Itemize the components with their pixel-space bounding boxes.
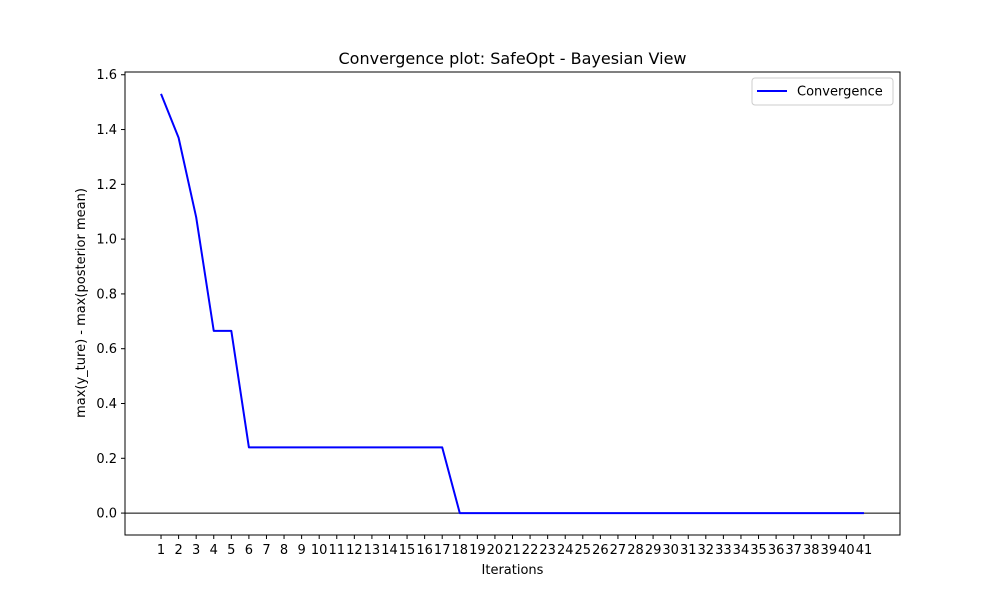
x-tick-label: 23 xyxy=(539,543,556,558)
x-tick-label: 12 xyxy=(346,543,363,558)
x-tick-label: 40 xyxy=(838,543,855,558)
x-tick-label: 36 xyxy=(768,543,785,558)
y-tick-label: 1.2 xyxy=(96,178,117,193)
x-tick-label: 34 xyxy=(733,543,750,558)
x-tick-label: 19 xyxy=(469,543,486,558)
x-tick-label: 15 xyxy=(399,543,416,558)
x-tick-label: 11 xyxy=(328,543,345,558)
x-tick-label: 4 xyxy=(210,543,218,558)
y-tick-label: 0.8 xyxy=(96,287,117,302)
axes-frame xyxy=(124,71,901,536)
x-tick-label: 38 xyxy=(803,543,820,558)
legend-label-convergence: Convergence xyxy=(797,85,883,100)
x-tick-label: 1 xyxy=(157,543,165,558)
y-tick-label: 0.6 xyxy=(96,342,117,357)
x-tick-label: 41 xyxy=(856,543,873,558)
x-axis-label: Iterations xyxy=(482,563,544,578)
x-tick-label: 33 xyxy=(715,543,732,558)
y-tick-label: 1.4 xyxy=(96,123,117,138)
series-line-convergence xyxy=(160,93,864,515)
x-tick-label: 2 xyxy=(174,543,182,558)
x-tick-label: 29 xyxy=(645,543,662,558)
legend: Convergence xyxy=(751,77,894,106)
x-tick-label: 17 xyxy=(434,543,451,558)
x-tick-label: 22 xyxy=(522,543,539,558)
x-tick-label: 27 xyxy=(610,543,627,558)
x-tick-label: 6 xyxy=(245,543,253,558)
x-tick-label: 35 xyxy=(750,543,767,558)
x-tick-label: 39 xyxy=(821,543,838,558)
plot-area: 0.00.20.40.60.81.01.21.41.61 2 3 4 5 6 7 8 9 10 11… xyxy=(96,68,901,558)
x-tick-label: 13 xyxy=(364,543,381,558)
x-tick-label: 26 xyxy=(592,543,609,558)
y-tick-label: 1.0 xyxy=(96,233,117,248)
chart-title: Convergence plot: SafeOpt - Bayesian Vie… xyxy=(339,49,687,68)
x-tick-label: 8 xyxy=(280,543,288,558)
x-tick-label: 30 xyxy=(662,543,679,558)
x-tick-label: 14 xyxy=(381,543,398,558)
x-tick-label: 16 xyxy=(416,543,433,558)
x-tick-label: 21 xyxy=(504,543,521,558)
x-tick-label: 32 xyxy=(698,543,715,558)
legend-frame xyxy=(751,77,894,106)
x-tick-label: 28 xyxy=(627,543,644,558)
x-tick-label: 10 xyxy=(311,543,328,558)
y-tick-label: 0.4 xyxy=(96,397,117,412)
x-tick-label: 37 xyxy=(785,543,802,558)
y-axis-label: max(y_ture) - max(posterior mean) xyxy=(74,188,89,418)
x-tick-label: 24 xyxy=(557,543,574,558)
x-tick-label: 9 xyxy=(297,543,305,558)
y-tick-label: 0.0 xyxy=(96,507,117,522)
x-tick-label: 3 xyxy=(192,543,200,558)
x-tick-label: 7 xyxy=(262,543,270,558)
y-tick-label: 0.2 xyxy=(96,452,117,467)
x-tick-label: 20 xyxy=(487,543,504,558)
x-tick-label: 31 xyxy=(680,543,697,558)
y-tick-label: 1.6 xyxy=(96,68,117,83)
x-tick-label: 25 xyxy=(575,543,592,558)
x-tick-label: 18 xyxy=(452,543,469,558)
x-tick-label: 5 xyxy=(227,543,235,558)
